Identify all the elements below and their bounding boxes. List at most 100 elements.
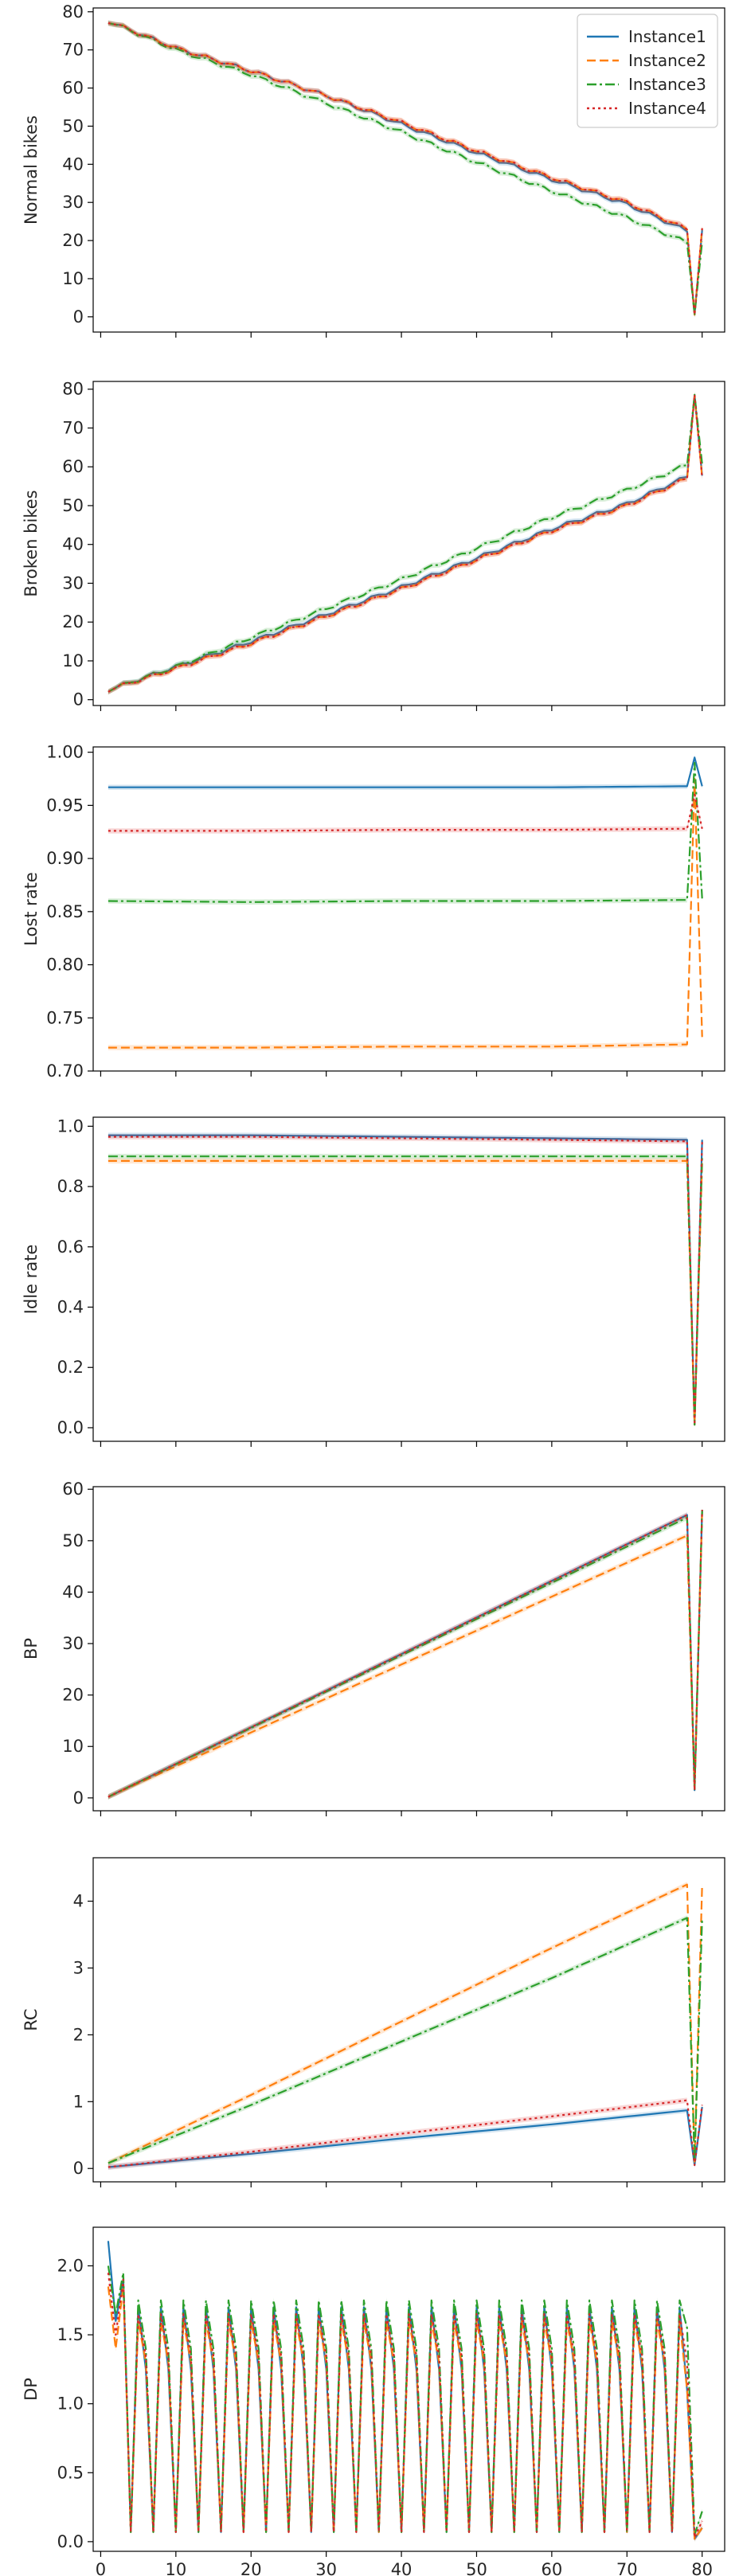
axes-frame	[92, 1857, 725, 2183]
x-tick-label: 0	[96, 2560, 106, 2576]
chart-panel-7: 0.0 0.5 1.0 1.5 2.0 0 10 20 30 40 50 60 70 80 DP	[22, 2226, 725, 2576]
y-tick-label: 2	[73, 2025, 84, 2044]
series-line-instance1	[108, 1134, 703, 1426]
axes-frame	[92, 2226, 725, 2552]
y-tick-label: 0	[73, 307, 84, 326]
y-tick-label: 0.5	[57, 2463, 84, 2482]
y-tick-label: 60	[62, 1480, 84, 1499]
y-tick-label: 2.0	[57, 2256, 84, 2275]
y-tick-label: 1.0	[57, 1116, 84, 1136]
y-tick-label: 0.2	[57, 1358, 84, 1377]
series-line-instance3	[108, 761, 703, 903]
y-tick-label: 0.8	[57, 1177, 84, 1196]
series-line-instance3	[108, 1155, 703, 1426]
y-tick-label: 70	[62, 418, 84, 437]
y-tick-label: 30	[62, 193, 84, 212]
y-axis-label: Normal bikes	[22, 115, 41, 225]
y-tick-label: 20	[62, 1686, 84, 1705]
axes-frame	[92, 746, 725, 1072]
series-line-instance4	[108, 1510, 703, 1798]
y-tick-label: 60	[62, 79, 84, 98]
axes-frame	[92, 7, 725, 333]
series-line-instance2	[108, 777, 703, 1049]
series-line-instance3	[108, 393, 703, 693]
y-tick-label: 20	[62, 612, 84, 631]
y-tick-label: 0	[73, 2159, 84, 2178]
series-line-instance4	[108, 1136, 703, 1426]
series-line-instance2	[108, 1159, 703, 1426]
y-tick-label: 0.80	[46, 956, 84, 975]
y-tick-label: 20	[62, 231, 84, 250]
legend: Instance1 Instance2 Instance3 Instance4	[577, 14, 718, 128]
y-tick-label: 30	[62, 1634, 84, 1653]
series-line-instance1	[108, 756, 703, 788]
y-tick-label: 4	[73, 1892, 84, 1911]
y-tick-label: 0.0	[57, 2532, 84, 2551]
chart-panel-5: 0 10 20 30 40 50 60 BP	[22, 1480, 725, 1816]
confidence-band-instance4	[108, 1507, 702, 1800]
y-tick-label: 70	[62, 41, 84, 60]
chart-panel-4: 0.0 0.2 0.4 0.6 0.8 1.0 Idle rate	[22, 1116, 725, 1447]
y-tick-label: 80	[62, 380, 84, 399]
series-line-instance4	[108, 2099, 703, 2168]
series-line-instance2	[108, 1883, 703, 2164]
series-line-instance3	[108, 1917, 703, 2164]
y-tick-label: 3	[73, 1958, 84, 1977]
y-tick-label: 1.5	[57, 2325, 84, 2344]
y-tick-label: 0.4	[57, 1298, 84, 1317]
y-tick-label: 1.0	[57, 2394, 84, 2414]
x-tick-label: 10	[165, 2560, 186, 2576]
y-tick-label: 0.75	[46, 1008, 84, 1027]
y-tick-label: 80	[62, 2, 84, 21]
y-tick-label: 1.00	[46, 743, 84, 762]
series-line-instance3	[107, 2265, 703, 2536]
series-line-instance4	[107, 2273, 703, 2539]
axes-frame	[92, 1486, 725, 1812]
y-tick-label: 50	[62, 1531, 84, 1550]
y-tick-label: 0	[73, 1788, 84, 1808]
series-line-instance2	[108, 1510, 703, 1798]
y-tick-label: 10	[62, 1737, 84, 1756]
chart-panel-1: 0 10 20 30 40 50 60 70 80 Normal bikes	[22, 2, 725, 338]
x-tick-label: 70	[616, 2560, 638, 2576]
y-axis-label: Lost rate	[22, 872, 41, 946]
y-tick-label: 40	[62, 1582, 84, 1601]
chart-panel-3: 0.70 0.75 0.80 0.85 0.90 0.95 1.00 Lost rate	[22, 743, 725, 1081]
legend-label-instance2: Instance2	[628, 51, 706, 70]
y-axis-label: Idle rate	[22, 1245, 41, 1315]
axes-frame	[92, 1116, 725, 1442]
series-line-instance4	[108, 21, 703, 316]
y-tick-label: 60	[62, 457, 84, 476]
chart-panel-6: 0 1 2 3 4 RC	[22, 1857, 725, 2187]
x-tick-label: 50	[466, 2560, 487, 2576]
y-tick-label: 0.95	[46, 795, 84, 815]
y-tick-label: 0.6	[57, 1237, 84, 1257]
y-axis-label: Broken bikes	[22, 490, 41, 596]
legend-box	[577, 14, 718, 128]
y-tick-label: 30	[62, 573, 84, 592]
y-tick-label: 50	[62, 116, 84, 135]
series-line-instance4	[108, 393, 703, 693]
y-tick-label: 0.90	[46, 849, 84, 868]
legend-label-instance1: Instance1	[628, 27, 706, 46]
y-tick-label: 10	[62, 269, 84, 288]
legend-label-instance3: Instance3	[628, 75, 706, 94]
confidence-band-instance4	[108, 792, 702, 834]
legend-label-instance4: Instance4	[628, 99, 706, 118]
y-tick-label: 0.70	[46, 1061, 84, 1081]
y-tick-label: 0.0	[57, 1418, 84, 1437]
chart-panel-2: 0 10 20 30 40 50 60 70 80 Broken bikes	[22, 380, 725, 711]
y-tick-label: 10	[62, 651, 84, 670]
y-axis-label: DP	[22, 2378, 41, 2401]
y-axis-label: RC	[22, 2008, 41, 2031]
y-axis-label: BP	[22, 1638, 41, 1659]
x-tick-label: 30	[315, 2560, 337, 2576]
axes-frame	[92, 381, 725, 706]
confidence-band-instance4	[108, 2097, 702, 2170]
x-tick-label: 60	[542, 2560, 563, 2576]
y-tick-label: 40	[62, 154, 84, 174]
x-tick-label: 40	[391, 2560, 413, 2576]
y-tick-label: 1	[73, 2092, 84, 2111]
